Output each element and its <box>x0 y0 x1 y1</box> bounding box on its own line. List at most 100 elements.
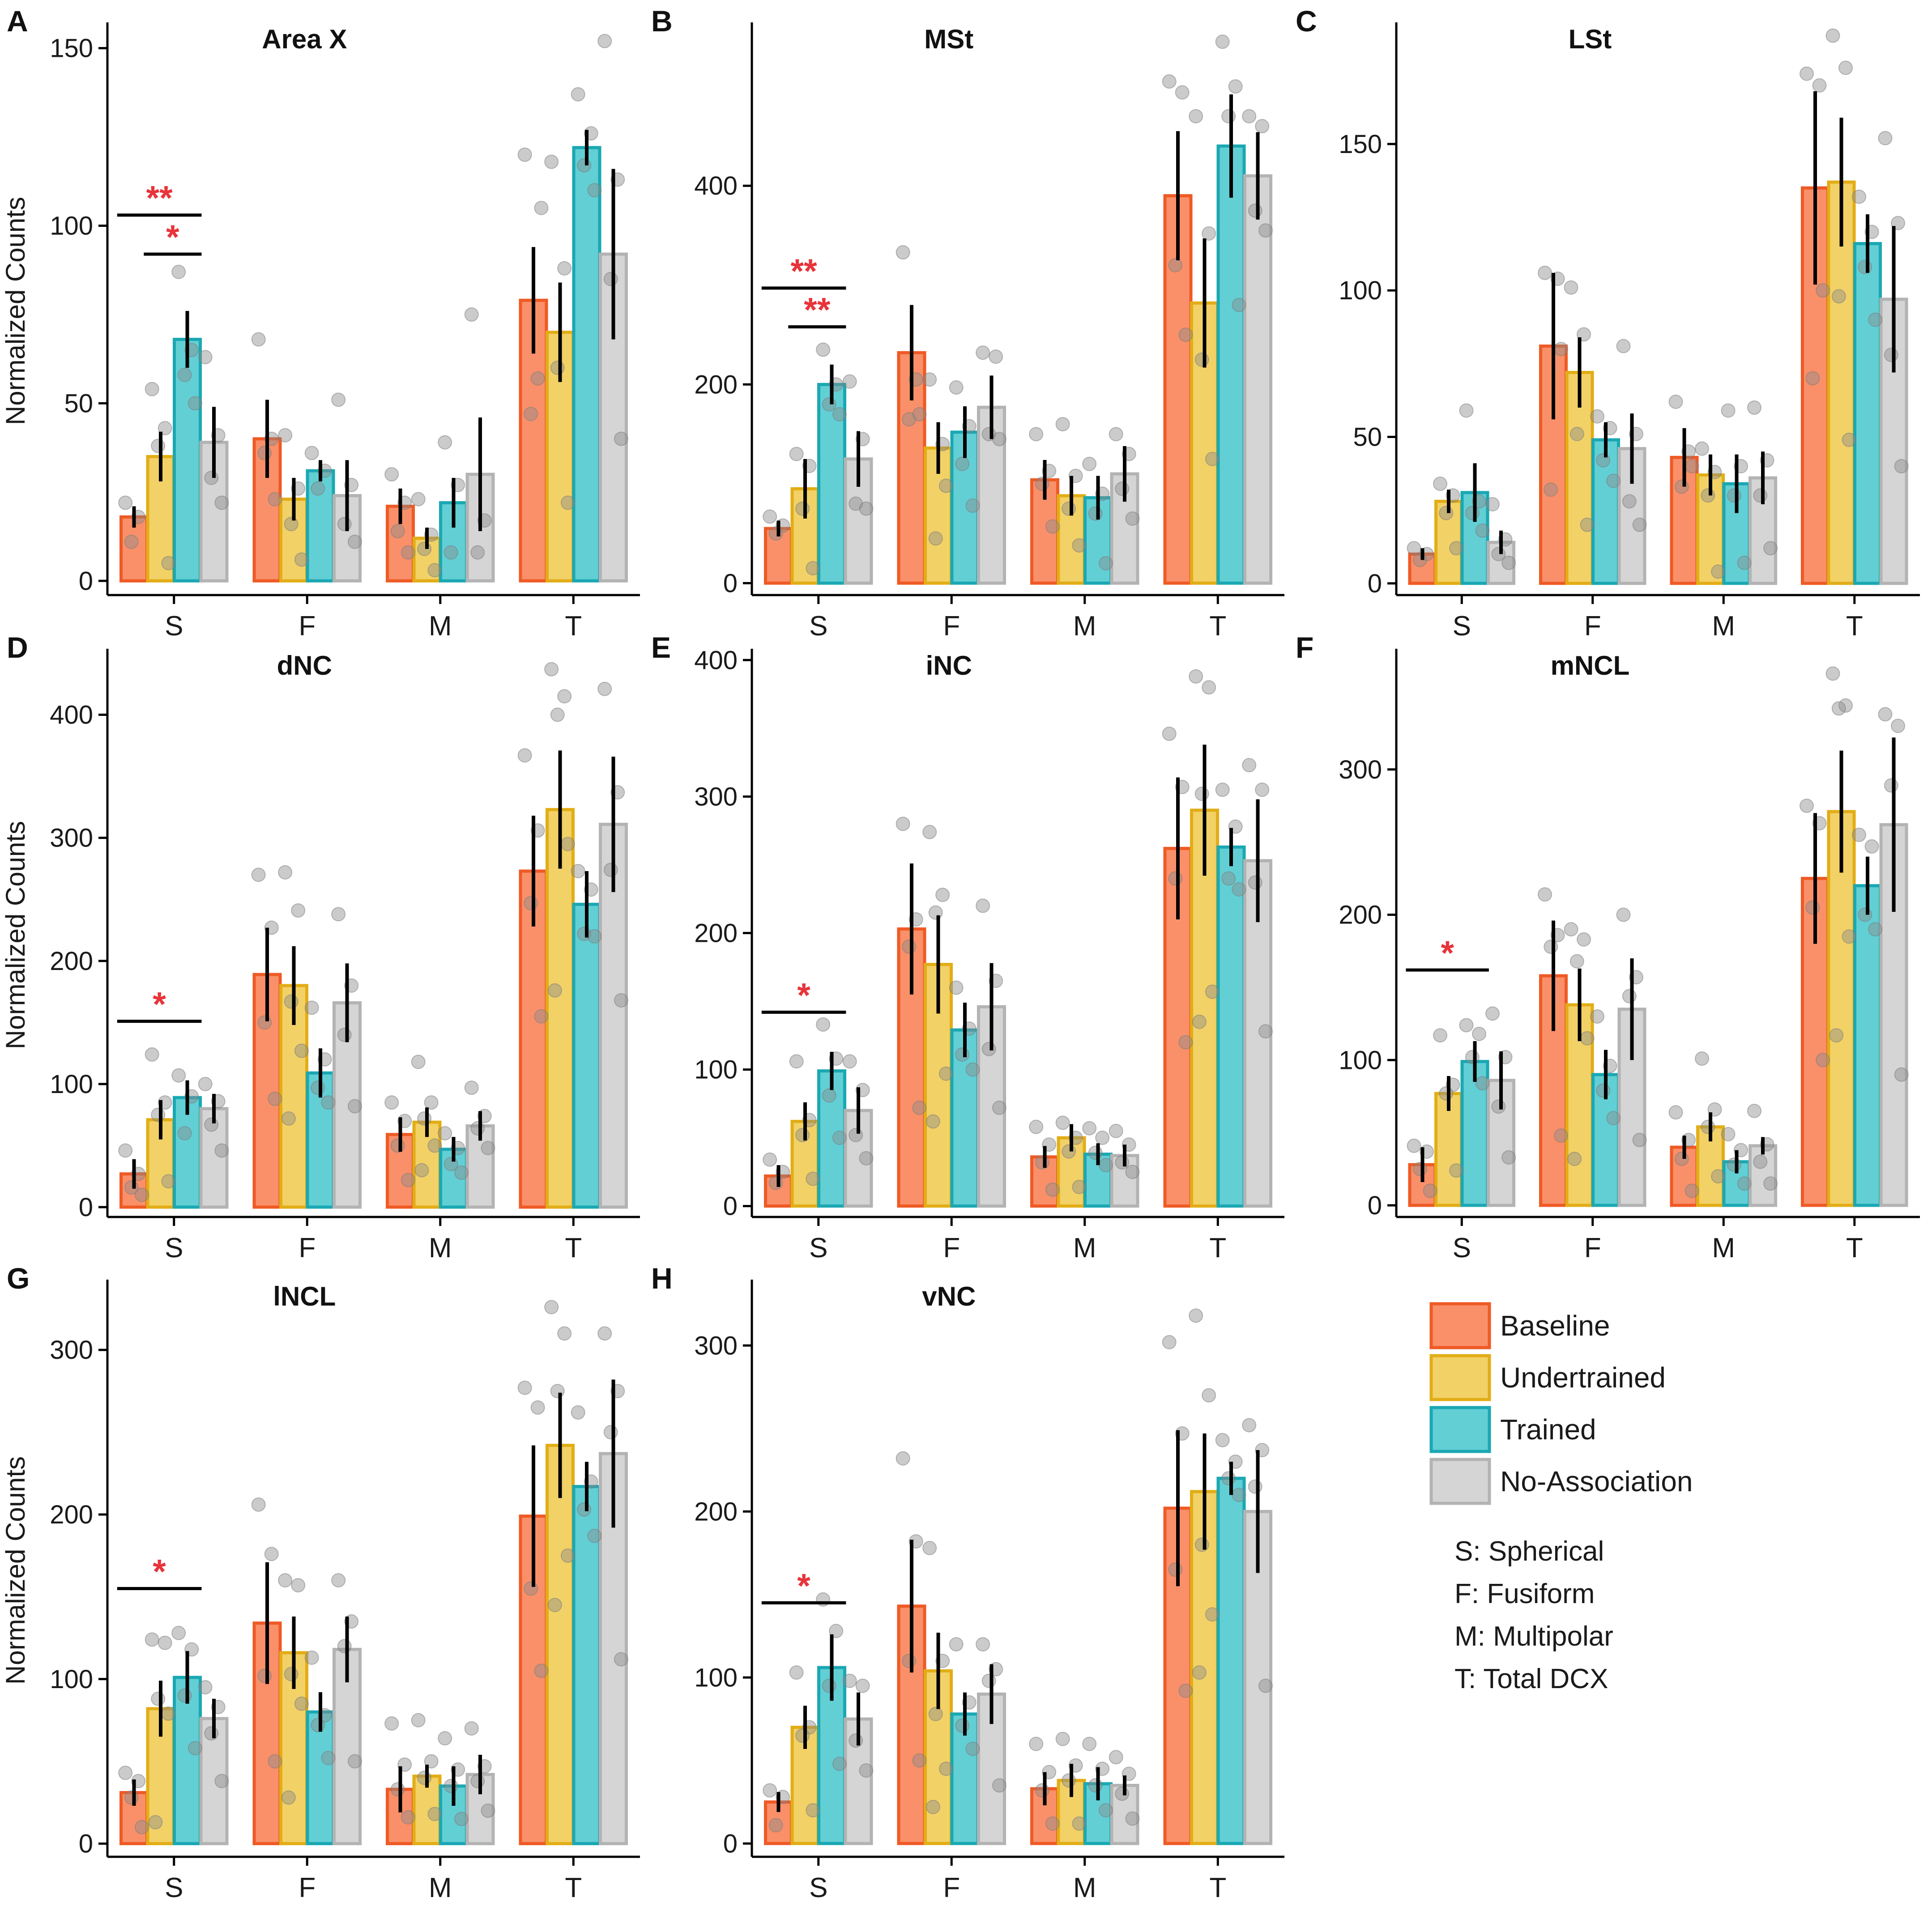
point-f-s-baseline <box>1407 1138 1421 1153</box>
point-b-m-undertrained <box>1055 417 1070 432</box>
significance-label-h-0: * <box>797 1567 810 1605</box>
bar-h-t-trained <box>1216 1476 1246 1845</box>
y-tick-label-e: 100 <box>694 1055 738 1085</box>
point-a-t-baseline <box>530 371 545 386</box>
point-e-t-baseline <box>1178 1035 1193 1050</box>
bar-d-t-undertrained <box>545 808 575 1209</box>
point-e-t-no-association <box>1242 758 1257 773</box>
point-a-f-undertrained <box>278 428 293 442</box>
bar-d-t-trained <box>572 902 601 1209</box>
point-c-f-trained <box>1590 409 1604 424</box>
point-g-f-baseline <box>257 1668 272 1683</box>
point-b-s-trained <box>822 397 836 412</box>
point-d-f-trained <box>311 1081 325 1095</box>
panel-b: B MSt 0 200 400 S F M T **** <box>651 4 1284 642</box>
point-e-f-trained <box>949 980 964 995</box>
y-tick-label-c: 100 <box>1339 276 1382 305</box>
point-e-f-no-association <box>981 1042 996 1056</box>
point-a-s-trained <box>171 264 186 279</box>
point-h-f-baseline <box>896 1451 910 1466</box>
point-b-f-trained <box>965 498 980 513</box>
point-b-t-trained <box>1215 34 1230 49</box>
point-a-f-baseline <box>257 446 272 460</box>
point-a-f-trained <box>311 481 325 496</box>
point-h-s-no-association <box>859 1763 874 1778</box>
point-d-s-baseline <box>118 1143 133 1158</box>
point-h-f-undertrained <box>922 1540 937 1555</box>
point-e-f-undertrained <box>925 1114 940 1129</box>
point-h-m-no-association <box>1115 1787 1130 1801</box>
point-g-t-baseline <box>524 1581 538 1596</box>
point-d-f-undertrained <box>281 1111 296 1126</box>
point-h-t-undertrained <box>1205 1607 1220 1622</box>
x-tick-label-f-s: S <box>1453 1233 1471 1264</box>
point-h-f-no-association <box>981 1673 996 1688</box>
point-a-m-baseline <box>390 524 405 539</box>
x-tick-label-b-s: S <box>809 611 827 642</box>
point-a-t-undertrained <box>544 154 559 169</box>
point-a-m-baseline <box>384 467 399 482</box>
x-tick-label-a-m: M <box>429 611 452 642</box>
legend-label-undertrained: Undertrained <box>1500 1361 1666 1394</box>
point-e-m-no-association <box>1115 1155 1130 1170</box>
point-g-s-trained <box>171 1625 186 1640</box>
point-e-t-baseline <box>1162 727 1177 741</box>
point-g-s-baseline <box>134 1820 149 1834</box>
point-b-t-no-association <box>1248 203 1262 218</box>
x-tick-label-d-s: S <box>165 1233 183 1264</box>
point-f-t-baseline <box>1799 798 1814 813</box>
point-d-m-undertrained <box>427 1138 442 1153</box>
point-b-f-undertrained <box>928 531 943 546</box>
point-c-m-trained <box>1721 403 1736 418</box>
point-h-s-undertrained <box>795 1728 810 1743</box>
point-a-f-baseline <box>268 492 282 506</box>
point-b-s-undertrained <box>795 501 810 516</box>
point-g-f-baseline <box>264 1547 279 1561</box>
point-c-m-undertrained <box>1701 488 1715 503</box>
point-c-s-undertrained <box>1433 476 1447 491</box>
point-b-f-undertrained <box>938 478 953 493</box>
point-e-f-baseline <box>912 1100 927 1115</box>
x-tick-label-d-m: M <box>429 1233 452 1264</box>
point-h-s-trained <box>832 1757 847 1771</box>
x-tick-label-e-s: S <box>809 1233 827 1264</box>
point-a-s-undertrained <box>145 382 159 396</box>
point-a-f-no-association <box>331 392 346 407</box>
point-g-s-no-association <box>204 1726 219 1741</box>
point-b-f-undertrained <box>922 372 937 387</box>
x-tick-label-g-m: M <box>429 1872 452 1903</box>
point-f-f-trained <box>1606 1111 1621 1126</box>
y-tick-label-b: 200 <box>694 370 738 399</box>
point-f-s-no-association <box>1485 1006 1500 1021</box>
point-a-m-trained <box>444 545 458 560</box>
point-g-t-trained <box>571 1405 585 1420</box>
point-d-t-baseline <box>534 1009 549 1024</box>
point-a-f-no-association <box>337 517 352 532</box>
point-c-s-no-association <box>1501 555 1516 570</box>
point-e-s-undertrained <box>806 1171 820 1186</box>
point-e-f-undertrained <box>922 825 937 839</box>
point-c-f-trained <box>1606 473 1621 488</box>
point-c-t-undertrained <box>1842 433 1856 447</box>
point-g-s-baseline <box>124 1790 139 1805</box>
point-c-m-no-association <box>1763 541 1778 556</box>
point-f-m-trained <box>1727 1157 1741 1172</box>
point-g-t-undertrained <box>560 1548 575 1563</box>
point-c-t-baseline <box>1812 78 1827 93</box>
point-h-t-no-association <box>1242 1418 1257 1433</box>
x-tick-label-f-m: M <box>1712 1233 1735 1264</box>
point-b-t-baseline <box>1175 85 1190 100</box>
point-d-f-trained <box>321 1095 336 1110</box>
point-h-m-undertrained <box>1072 1816 1087 1831</box>
x-tick-label-h-f: F <box>943 1872 960 1903</box>
y-tick-label-d: 100 <box>50 1070 93 1099</box>
panel-c: C LSt 0 50 100 150 S F M T <box>1296 4 1920 642</box>
point-h-f-no-association <box>992 1778 1007 1793</box>
point-g-m-trained <box>454 1812 469 1826</box>
point-g-m-baseline <box>390 1782 405 1797</box>
point-d-t-undertrained <box>547 983 562 998</box>
point-f-f-undertrained <box>1564 922 1578 937</box>
legend-swatch-baseline <box>1429 1302 1491 1349</box>
point-d-t-trained <box>571 864 585 878</box>
point-e-m-baseline <box>1035 1155 1049 1170</box>
